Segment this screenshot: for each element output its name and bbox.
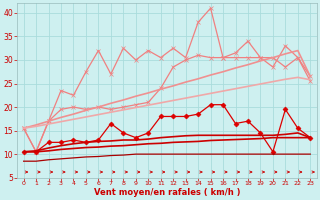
X-axis label: Vent moyen/en rafales ( km/h ): Vent moyen/en rafales ( km/h )	[94, 188, 240, 197]
